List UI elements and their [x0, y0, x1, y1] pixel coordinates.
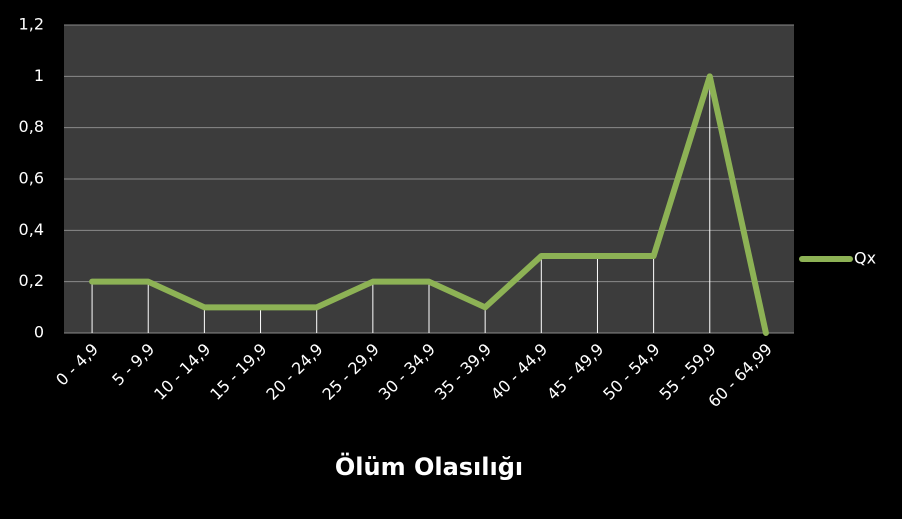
legend-label: Qx	[854, 249, 876, 268]
y-tick-label: 0,4	[19, 220, 44, 239]
y-tick-label: 0,2	[19, 271, 44, 290]
y-tick-label: 1	[34, 66, 44, 85]
line-series	[89, 73, 769, 336]
y-tick-label: 0	[34, 323, 44, 342]
y-tick-label: 0,6	[19, 169, 44, 188]
y-tick-label: 1,2	[19, 15, 44, 34]
x-axis-title: Ölüm Olasılığı	[335, 451, 523, 481]
y-tick-label: 0,8	[19, 117, 44, 136]
